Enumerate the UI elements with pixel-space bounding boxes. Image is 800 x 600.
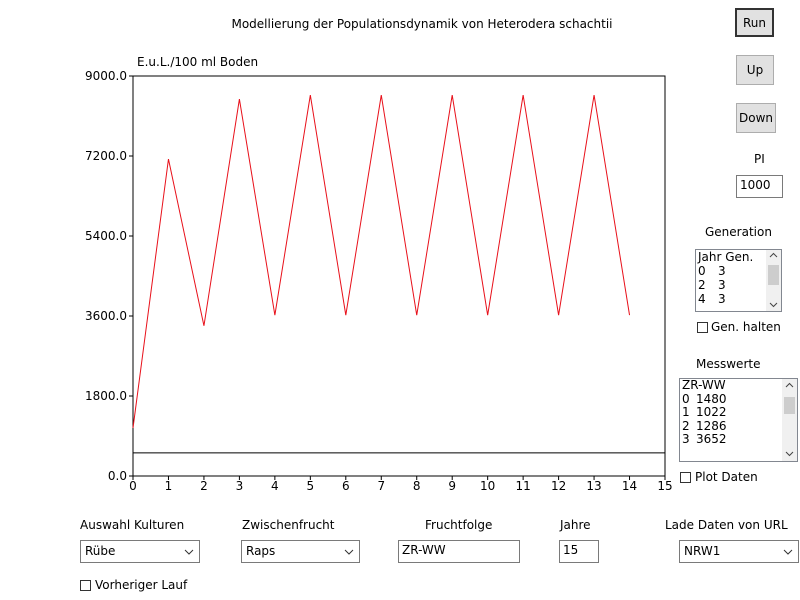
x-tick-label: 8 xyxy=(413,479,421,493)
list-row[interactable]: 3 3652 xyxy=(682,432,797,447)
x-tick-label: 15 xyxy=(657,479,672,493)
generation-label: Generation xyxy=(705,225,772,239)
scrollbar[interactable] xyxy=(766,250,781,311)
scrollbar[interactable] xyxy=(782,379,797,461)
list-row[interactable]: 2 1286 xyxy=(682,418,797,434)
url-select[interactable]: NRW1 xyxy=(679,540,799,563)
vorheriger-label: Vorheriger Lauf xyxy=(95,578,188,592)
select-value: Raps xyxy=(246,544,276,558)
messwerte-label: Messwerte xyxy=(696,357,761,371)
x-tick-label: 2 xyxy=(200,479,208,493)
url-label: Lade Daten von URL xyxy=(665,518,788,532)
list-cell: 2 xyxy=(682,418,690,433)
gen-halten-label: Gen. halten xyxy=(711,320,781,334)
x-tick-label: 5 xyxy=(307,479,315,493)
select-value: NRW1 xyxy=(684,544,721,558)
list-cell: 4 xyxy=(698,292,706,306)
fruchtfolge-input[interactable]: ZR-WW xyxy=(398,540,520,563)
kulturen-select[interactable]: Rübe xyxy=(80,540,200,563)
messwerte-list[interactable]: ZR-WW 0 1480 1 1022 2 1286 3 3652 xyxy=(679,378,798,462)
list-cell: 0 xyxy=(682,391,690,406)
x-tick-label: 0 xyxy=(129,479,137,493)
y-tick-label: 1800.0 xyxy=(85,389,127,403)
x-tick-label: 13 xyxy=(586,479,601,493)
plot-daten-checkbox[interactable] xyxy=(680,472,691,483)
gen-halten-checkbox[interactable] xyxy=(697,322,708,333)
x-tick-label: 10 xyxy=(480,479,495,493)
up-button[interactable]: Up xyxy=(736,55,774,85)
down-button[interactable]: Down xyxy=(736,103,776,133)
list-cell: 3652 xyxy=(696,432,727,446)
y-tick-label: 7200.0 xyxy=(85,149,127,163)
fruchtfolge-label: Fruchtfolge xyxy=(425,518,493,532)
zwischenfrucht-select[interactable]: Raps xyxy=(241,540,360,563)
x-tick-label: 7 xyxy=(377,479,385,493)
kulturen-label: Auswahl Kulturen xyxy=(80,518,185,532)
list-cell: 1480 xyxy=(696,391,727,406)
y-tick-label: 9000.0 xyxy=(85,69,127,83)
select-value: Rübe xyxy=(85,544,116,558)
list-cell: 1 xyxy=(682,405,690,419)
zwischenfrucht-label: Zwischenfrucht xyxy=(242,518,335,532)
list-cell: 1286 xyxy=(696,418,727,433)
list-cell: 3 xyxy=(718,264,726,278)
plot-frame xyxy=(132,75,666,477)
list-row[interactable]: 1 1022 xyxy=(682,405,797,420)
list-cell: 0 xyxy=(698,264,706,278)
data-line xyxy=(132,95,631,429)
x-tick-label: 12 xyxy=(551,479,566,493)
x-tick-label: 11 xyxy=(515,479,530,493)
x-tick-label: 9 xyxy=(448,479,456,493)
y-tick-label: 5400.0 xyxy=(85,229,127,243)
jahre-input[interactable]: 15 xyxy=(559,540,599,563)
x-tick-label: 14 xyxy=(622,479,637,493)
list-cell: 2 xyxy=(698,278,706,292)
y-tick-label: 0.0 xyxy=(108,469,127,483)
x-tick-label: 3 xyxy=(236,479,244,493)
pi-input[interactable]: 1000 xyxy=(736,175,783,198)
list-row[interactable]: 0 1480 xyxy=(682,391,797,407)
pi-label: PI xyxy=(754,152,765,166)
list-cell: 3 xyxy=(718,292,726,306)
jahre-label: Jahre xyxy=(560,518,591,532)
x-tick-label: 4 xyxy=(271,479,279,493)
y-axis-label: E.u.L./100 ml Boden xyxy=(137,55,258,69)
list-cell: 3 xyxy=(718,278,726,292)
list-cell: 1022 xyxy=(696,405,727,419)
x-tick-label: 6 xyxy=(342,479,350,493)
list-header: ZR-WW xyxy=(682,378,726,392)
plot-daten-label: Plot Daten xyxy=(695,470,758,484)
list-header: Jahr Gen. xyxy=(698,250,754,264)
vorheriger-checkbox[interactable] xyxy=(80,580,91,591)
x-tick-label: 1 xyxy=(165,479,173,493)
y-tick-label: 3600.0 xyxy=(85,309,127,323)
list-cell: 3 xyxy=(682,432,690,446)
chart-title: Modellierung der Populationsdynamik von … xyxy=(231,17,612,31)
run-button[interactable]: Run xyxy=(735,8,774,37)
